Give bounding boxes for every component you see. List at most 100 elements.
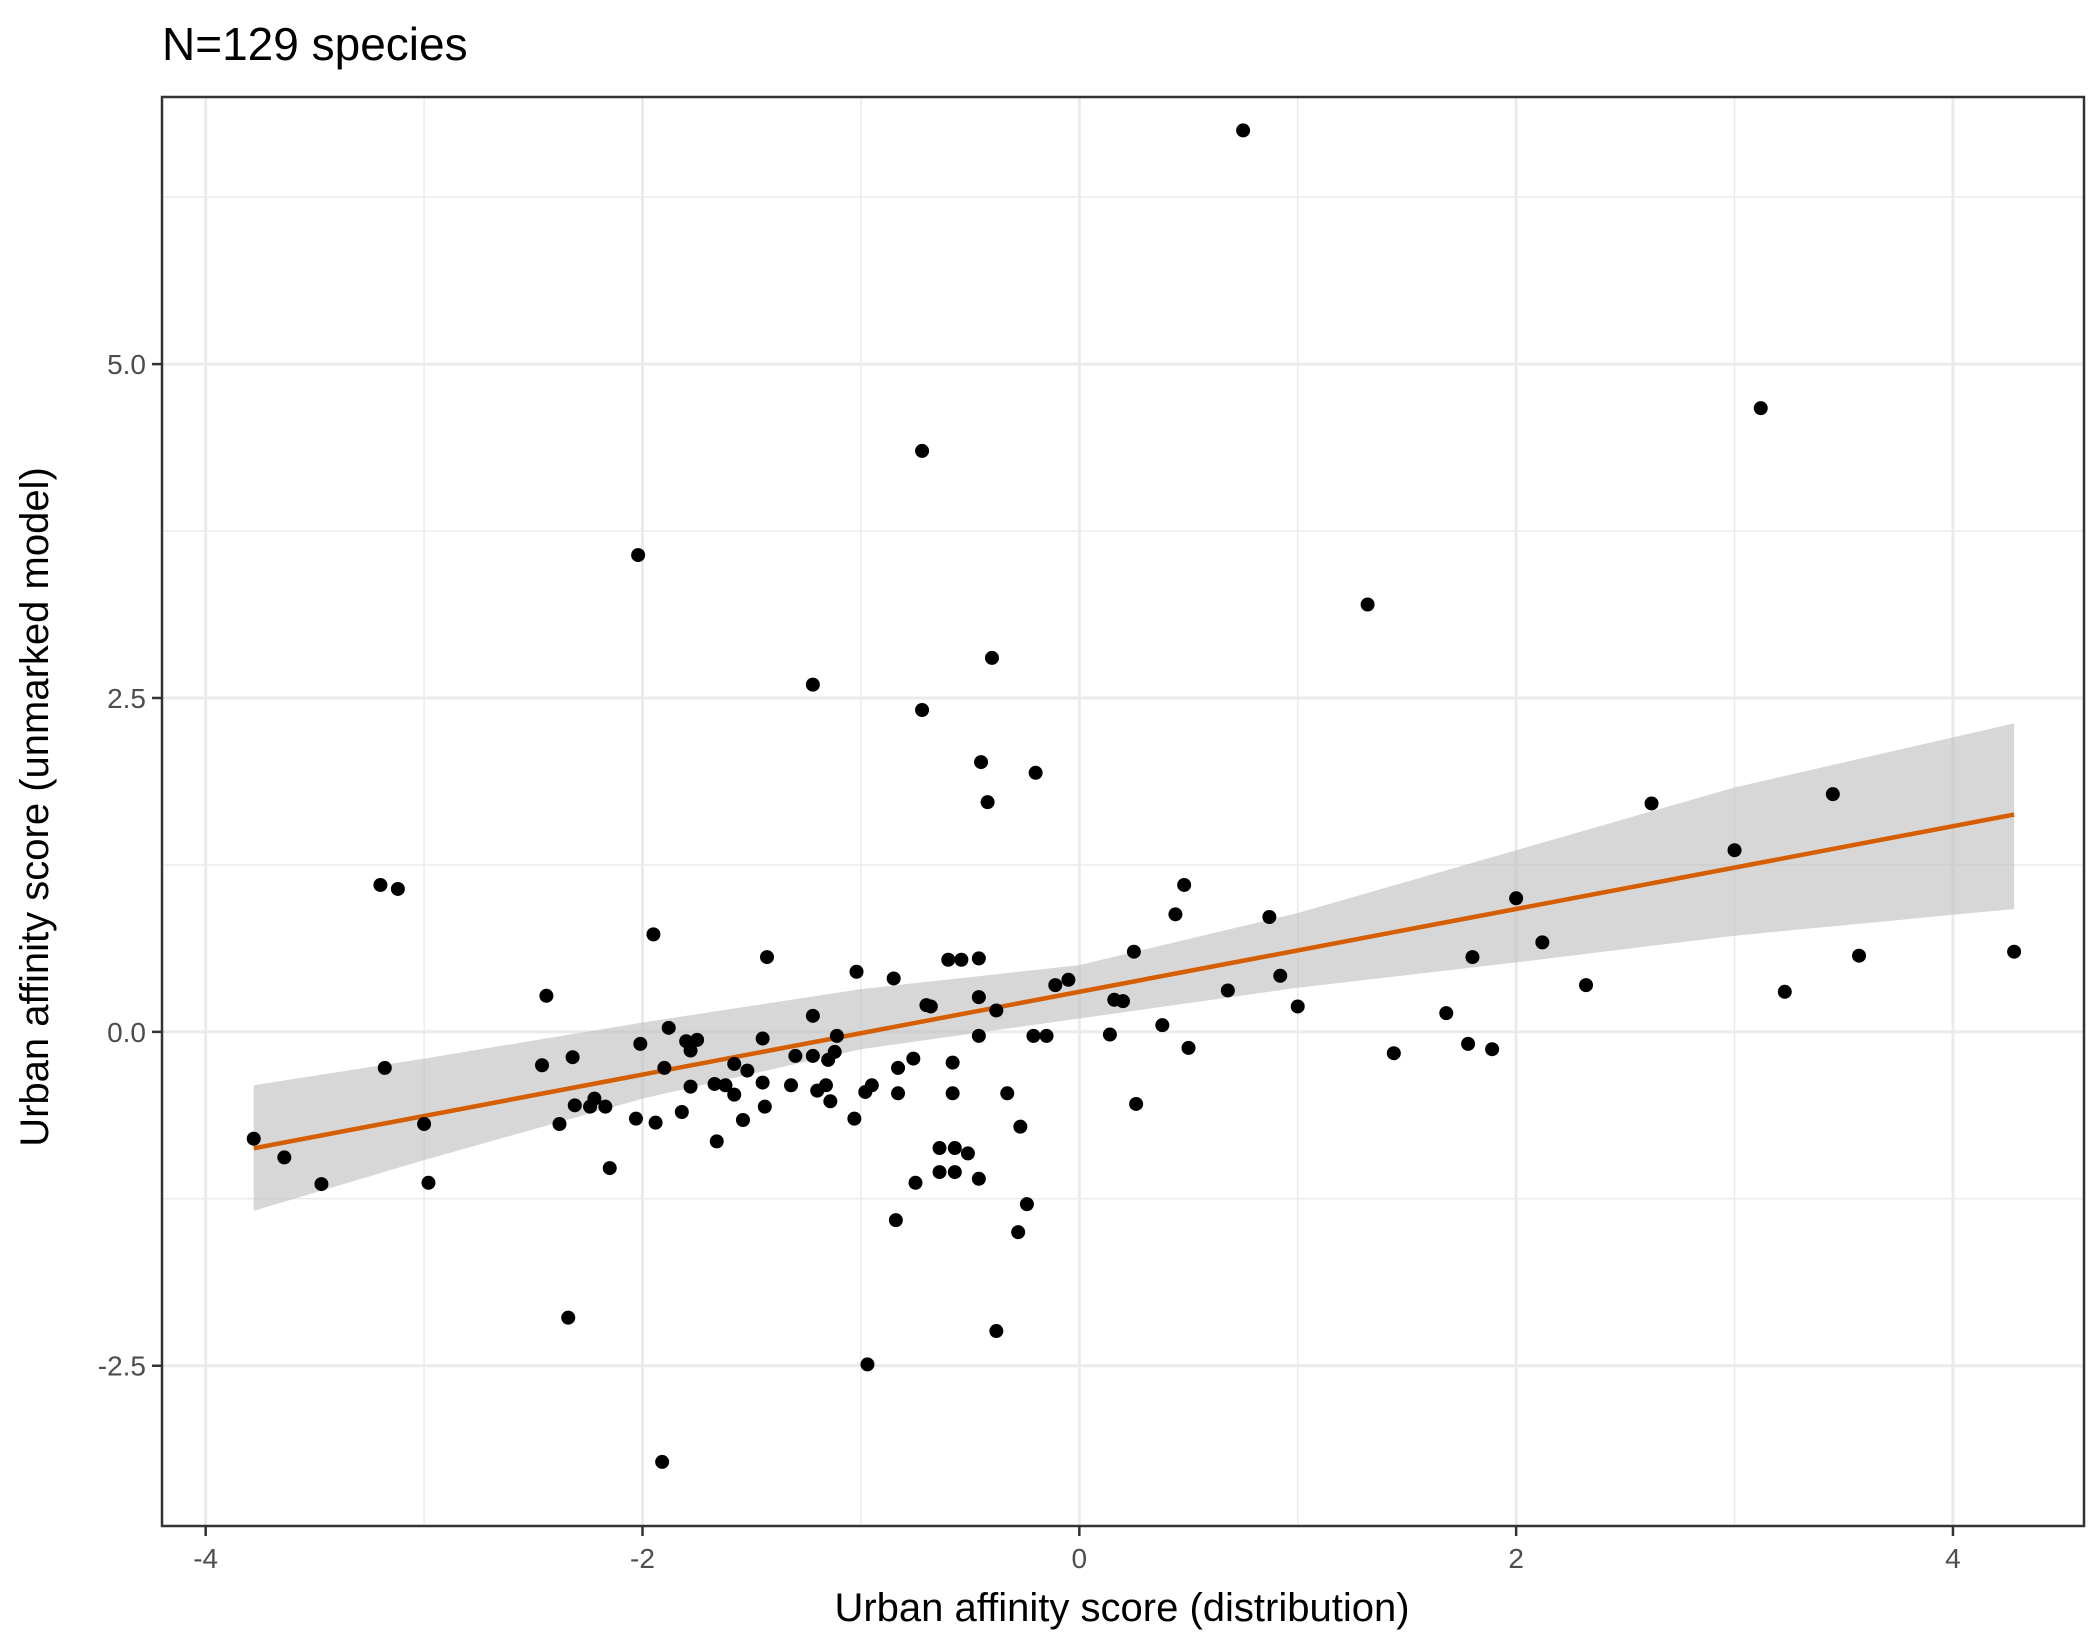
data-point (631, 548, 646, 563)
data-point (1852, 948, 1867, 963)
data-point (945, 1086, 960, 1101)
data-points (246, 123, 2022, 1469)
y-tick-label: 2.5 (107, 683, 146, 714)
data-point (805, 1008, 820, 1023)
data-point (915, 443, 930, 458)
data-point (805, 677, 820, 692)
data-point (683, 1043, 698, 1058)
data-point (1028, 765, 1043, 780)
data-point (727, 1087, 742, 1102)
y-axis-title: Urban affinity score (unmarked model) (13, 467, 57, 1147)
data-point (1181, 1040, 1196, 1055)
data-point (1155, 1018, 1170, 1033)
data-point (1116, 994, 1130, 1009)
data-point (908, 1175, 923, 1190)
y-tick-label: 5.0 (107, 349, 146, 380)
panel-border (160, 95, 2086, 1528)
data-point (945, 1055, 960, 1070)
data-point (628, 1111, 643, 1126)
data-point (1727, 843, 1742, 858)
data-point (561, 1310, 576, 1325)
minor-gridlines (162, 97, 2084, 1526)
data-point (1777, 984, 1792, 999)
data-point (984, 650, 999, 665)
data-point (390, 881, 405, 896)
data-point (989, 1324, 1004, 1339)
data-point (906, 1051, 921, 1066)
x-tick-label: 2 (1508, 1543, 1524, 1574)
y-tick-label: -2.5 (98, 1351, 146, 1382)
data-point (1011, 1225, 1026, 1240)
data-point (314, 1177, 329, 1192)
data-point (373, 877, 388, 892)
data-point (1535, 935, 1550, 950)
y-tick-label: 0.0 (107, 1017, 146, 1048)
data-point (888, 1213, 903, 1228)
data-point (539, 988, 554, 1003)
data-point (707, 1076, 722, 1091)
data-point (932, 1165, 947, 1180)
y-axis-ticks: -2.5 0.0 2.5 5.0 (98, 349, 162, 1382)
data-point (947, 1165, 962, 1180)
data-point (727, 1056, 742, 1071)
data-point (915, 703, 930, 718)
data-point (1177, 877, 1192, 892)
data-point (648, 1115, 663, 1130)
data-point (886, 971, 901, 986)
data-point (1465, 950, 1480, 965)
data-point (1019, 1197, 1034, 1212)
data-point (1461, 1036, 1476, 1051)
data-point (954, 952, 969, 967)
data-point (1039, 1028, 1054, 1043)
data-point (757, 1099, 772, 1114)
data-point (805, 1048, 820, 1063)
data-point (1386, 1046, 1401, 1061)
data-point (567, 1098, 582, 1113)
data-point (971, 990, 986, 1005)
data-point (277, 1150, 292, 1165)
data-point (971, 951, 986, 966)
data-point (974, 755, 989, 770)
data-point (823, 1094, 838, 1109)
data-point (655, 1454, 670, 1469)
data-point (932, 1141, 947, 1156)
data-point (1102, 1027, 1117, 1042)
x-tick-label: 4 (1945, 1543, 1961, 1574)
data-point (377, 1060, 392, 1075)
data-point (960, 1146, 975, 1161)
data-point (1360, 597, 1375, 612)
data-point (602, 1161, 617, 1176)
data-point (1168, 907, 1183, 922)
data-point (864, 1078, 879, 1093)
data-point (598, 1099, 613, 1114)
data-point (1048, 978, 1063, 993)
data-point (947, 1141, 962, 1156)
data-point (1273, 968, 1288, 983)
data-point (1013, 1119, 1028, 1134)
data-point (980, 795, 995, 810)
data-point (661, 1020, 676, 1035)
data-point (1126, 944, 1141, 959)
data-point (1579, 978, 1594, 993)
x-tick-label: 0 (1072, 1543, 1088, 1574)
data-point (690, 1032, 705, 1047)
regression-line (253, 812, 2015, 1151)
x-tick-label: -2 (630, 1543, 655, 1574)
data-point (755, 1031, 770, 1046)
data-point (1509, 891, 1524, 906)
data-point (788, 1048, 803, 1063)
x-axis-title: Urban affinity score (distribution) (834, 1586, 1409, 1630)
data-point (583, 1099, 598, 1114)
data-point (1220, 983, 1235, 998)
x-axis-ticks: -4 -2 0 2 4 (193, 1526, 1961, 1574)
data-point (535, 1058, 550, 1073)
data-point (735, 1113, 750, 1128)
data-point (1000, 1086, 1015, 1101)
data-point (784, 1078, 799, 1093)
data-point (709, 1134, 724, 1149)
data-point (923, 999, 938, 1014)
data-point (1026, 1028, 1041, 1043)
data-point (860, 1357, 875, 1372)
data-point (1262, 910, 1277, 925)
